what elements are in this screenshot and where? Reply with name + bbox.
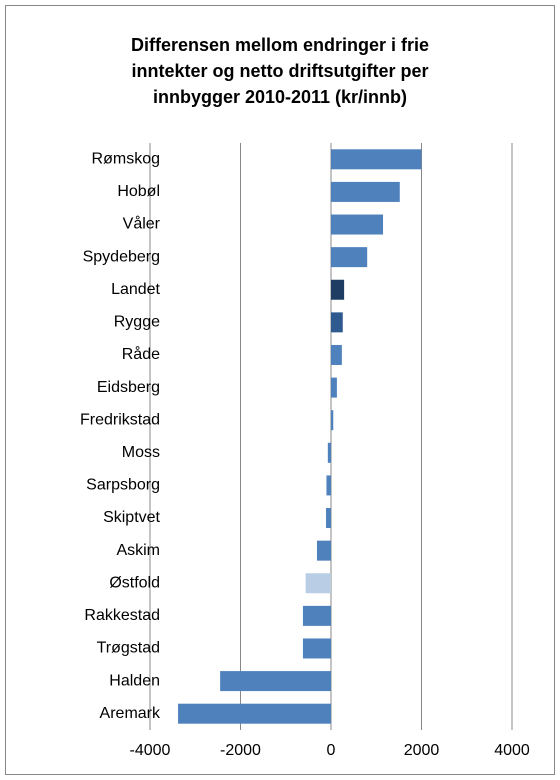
y-tick-label: Moss (122, 444, 160, 461)
chart-title: Differensen mellom endringer i frie (131, 35, 429, 55)
y-tick-label: Landet (111, 281, 160, 298)
y-tick-label: Skiptvet (103, 509, 160, 526)
bar (326, 475, 331, 496)
y-tick-label: Halden (109, 672, 160, 689)
bar (331, 377, 337, 398)
bar (331, 149, 422, 170)
bar (305, 573, 331, 594)
bar (331, 279, 345, 300)
y-tick-label: Eidsberg (97, 379, 160, 396)
bar (302, 638, 331, 659)
y-tick-label: Rakkestad (84, 607, 160, 624)
x-tick-label: -2000 (220, 742, 261, 759)
y-tick-label: Hobøl (117, 183, 160, 200)
y-tick-label: Sarpsborg (86, 477, 160, 494)
x-tick-label: 2000 (404, 742, 440, 759)
bar (326, 508, 331, 529)
bar (316, 540, 331, 561)
chart-frame (5, 5, 555, 775)
bar (331, 312, 343, 333)
y-tick-label: Spydeberg (83, 248, 160, 265)
bar (327, 442, 331, 463)
y-tick-label: Rømskog (92, 151, 160, 168)
bar (331, 214, 384, 235)
y-tick-label: Østfold (109, 574, 160, 591)
y-tick-label: Våler (123, 215, 161, 233)
y-tick-label: Askim (116, 542, 160, 559)
y-tick-label: Råde (122, 345, 160, 363)
y-tick-label: Rygge (114, 314, 160, 331)
bar (220, 671, 331, 692)
bar (331, 247, 368, 268)
y-tick-label: Aremark (100, 705, 161, 722)
x-tick-label: 0 (327, 742, 336, 759)
y-tick-label: Fredrikstad (80, 411, 160, 428)
bar (331, 344, 342, 365)
bar (178, 703, 331, 724)
chart-title: inntekter og netto driftsutgifter per (132, 61, 429, 81)
bar (331, 181, 400, 202)
bar (302, 605, 331, 626)
x-tick-label: -4000 (130, 742, 171, 759)
chart-title: innbygger 2010-2011 (kr/innb) (153, 87, 407, 107)
y-tick-label: Trøgstad (97, 640, 160, 657)
x-tick-label: 4000 (494, 742, 530, 759)
bar (331, 410, 334, 431)
